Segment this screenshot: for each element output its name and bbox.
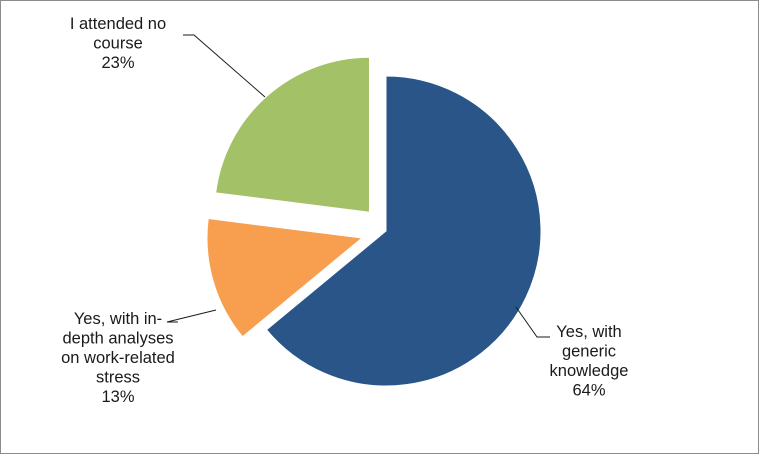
leader-line (183, 34, 266, 98)
slice-label-line: on work-related (61, 349, 175, 367)
slice-value-label: 13% (101, 388, 134, 406)
slice-label: Yes, with in-depth analyses on work-relat… (61, 310, 175, 406)
pie-slice (215, 56, 370, 213)
slice-value-label: 64% (572, 382, 605, 400)
slice-label-line: Yes, with (556, 323, 621, 341)
slice-label-line: depth analyses (63, 330, 174, 348)
slice-label-line: I attended no (70, 15, 166, 33)
slice-label-line: Yes, with in- (74, 310, 162, 328)
leader-line (515, 306, 550, 338)
slice-label: Yes, with generic knowledge 64% (550, 323, 629, 400)
slice-value-label: 23% (101, 54, 134, 72)
slice-label: I attended no course 23% (70, 15, 166, 72)
pie-slice (265, 75, 542, 387)
slice-label-line: course (93, 35, 143, 53)
slice-label-line: knowledge (550, 362, 629, 380)
leader-line (166, 309, 217, 323)
slice-label-line: stress (96, 369, 140, 387)
pie-slice (206, 217, 364, 338)
slice-label-line: generic (562, 343, 616, 361)
